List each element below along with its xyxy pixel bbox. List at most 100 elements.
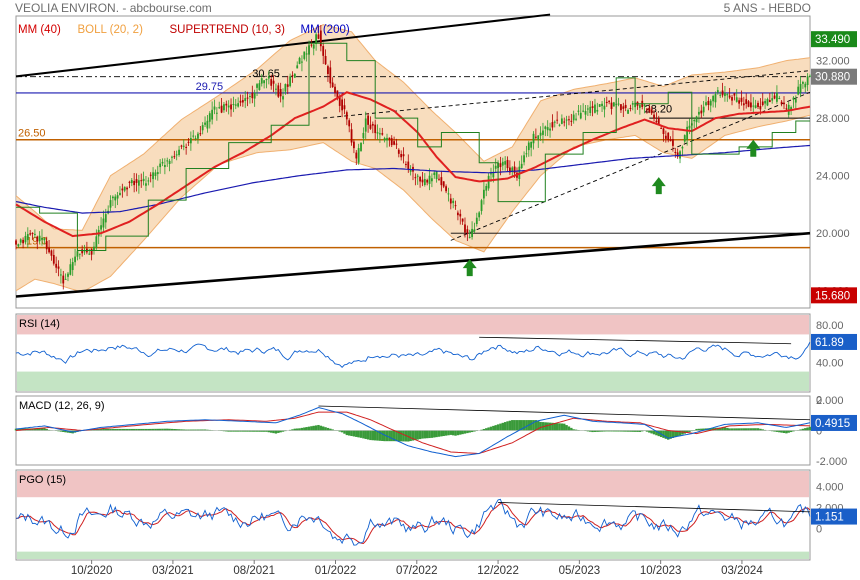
candle-body <box>709 100 712 106</box>
macd-histogram-bar <box>170 428 174 431</box>
macd-histogram-bar <box>201 429 204 431</box>
macd-histogram-bar <box>804 428 807 431</box>
candle-body <box>263 80 266 84</box>
macd-histogram-bar <box>572 429 575 431</box>
candle-body <box>246 97 249 99</box>
candle-body <box>315 34 318 44</box>
candle-body <box>553 121 556 123</box>
macd-histogram-bar <box>648 430 651 433</box>
candle-body <box>620 104 622 111</box>
macd-histogram-bar <box>515 420 519 431</box>
candle-body <box>423 178 426 185</box>
candle-body <box>353 141 355 149</box>
macd-histogram-bar <box>555 423 559 431</box>
price-axis-tick: 20.000 <box>816 228 850 240</box>
candle-body <box>485 186 488 191</box>
macd-histogram-bar <box>612 430 616 432</box>
candle-body <box>419 177 421 182</box>
macd-histogram-bar <box>636 430 639 432</box>
macd-histogram-bar <box>317 424 320 431</box>
macd-histogram-bar <box>645 430 649 432</box>
macd-histogram-bar <box>603 430 606 432</box>
candle-body <box>272 80 275 84</box>
macd-histogram-bar <box>168 428 171 431</box>
candle-body <box>532 133 535 144</box>
candle-body <box>206 120 209 129</box>
rsi-oversold-zone <box>17 371 809 391</box>
macd-histogram-bar <box>381 430 384 441</box>
candle-body <box>187 141 190 143</box>
macd-histogram-bar <box>761 429 764 431</box>
candle-body <box>336 90 339 99</box>
macd-histogram-bar <box>695 428 698 431</box>
macd-histogram-bar <box>182 429 185 431</box>
candle-body <box>386 137 388 141</box>
candle-body <box>735 97 738 102</box>
candle-body <box>556 119 559 121</box>
candle-body <box>275 88 277 90</box>
macd-histogram-bar <box>451 430 455 436</box>
macd-histogram-bar <box>194 429 197 431</box>
candle-body <box>589 106 592 113</box>
macd-histogram-bar <box>560 423 564 431</box>
candle-body <box>67 273 69 277</box>
x-axis-tick: 01/2022 <box>315 565 357 577</box>
candle-body <box>45 241 48 250</box>
macd-histogram-bar <box>501 422 504 431</box>
candle-body <box>638 105 641 108</box>
macd-histogram-bar <box>97 429 100 431</box>
macd-histogram-bar <box>546 422 549 431</box>
macd-histogram-bar <box>667 430 670 440</box>
macd-histogram-bar <box>142 428 145 431</box>
candle-body <box>459 213 462 217</box>
candle-body <box>130 180 133 184</box>
macd-histogram-bar <box>456 430 460 436</box>
candle-body <box>154 172 157 177</box>
candle-body <box>511 167 514 173</box>
candle-body <box>237 103 240 107</box>
macd-histogram-bar <box>688 430 691 432</box>
macd-histogram-bar <box>303 427 306 431</box>
candle-body <box>501 161 504 166</box>
price-value-tag-2 <box>811 287 857 304</box>
candle-body <box>681 146 684 149</box>
candle-body <box>291 75 294 77</box>
rsi-axis-tick: 40.00 <box>816 357 844 369</box>
candle-body <box>256 84 258 88</box>
macd-histogram-bar <box>468 430 471 433</box>
candle-body <box>189 138 192 144</box>
macd-histogram-bar <box>558 423 561 431</box>
x-axis-tick: 07/2022 <box>396 565 438 577</box>
macd-histogram-bar <box>324 427 327 431</box>
macd-histogram-bar <box>66 430 70 433</box>
candle-body <box>591 106 594 108</box>
macd-histogram-bar <box>246 430 249 432</box>
candle-body <box>768 100 771 103</box>
macd-histogram-bar <box>624 430 627 432</box>
macd-histogram-bar <box>366 430 370 440</box>
macd-histogram-bar <box>300 427 304 431</box>
macd-histogram-bar <box>36 428 39 431</box>
macd-trendline <box>318 405 811 421</box>
macd-histogram-bar <box>808 426 812 431</box>
macd-histogram-bar <box>633 430 637 432</box>
candle-body <box>794 99 797 103</box>
candle-body <box>747 101 750 107</box>
macd-histogram-bar <box>449 430 453 435</box>
macd-histogram-bar <box>364 430 367 439</box>
macd-histogram-bar <box>499 423 502 431</box>
macd-histogram-bar <box>792 430 795 432</box>
macd-histogram-bar <box>338 430 341 432</box>
macd-histogram-bar <box>111 428 115 431</box>
candle-body <box>48 247 50 253</box>
macd-histogram-bar <box>414 430 417 441</box>
candle-body <box>374 124 377 134</box>
macd-histogram-bar <box>593 430 597 432</box>
candle-body <box>383 138 386 141</box>
candle-body <box>43 238 46 241</box>
macd-histogram-bar <box>402 430 405 442</box>
macd-histogram-bar <box>196 429 200 431</box>
candle-body <box>707 100 710 106</box>
macd-histogram-bar <box>203 429 207 431</box>
macd-histogram-bar <box>421 430 424 439</box>
